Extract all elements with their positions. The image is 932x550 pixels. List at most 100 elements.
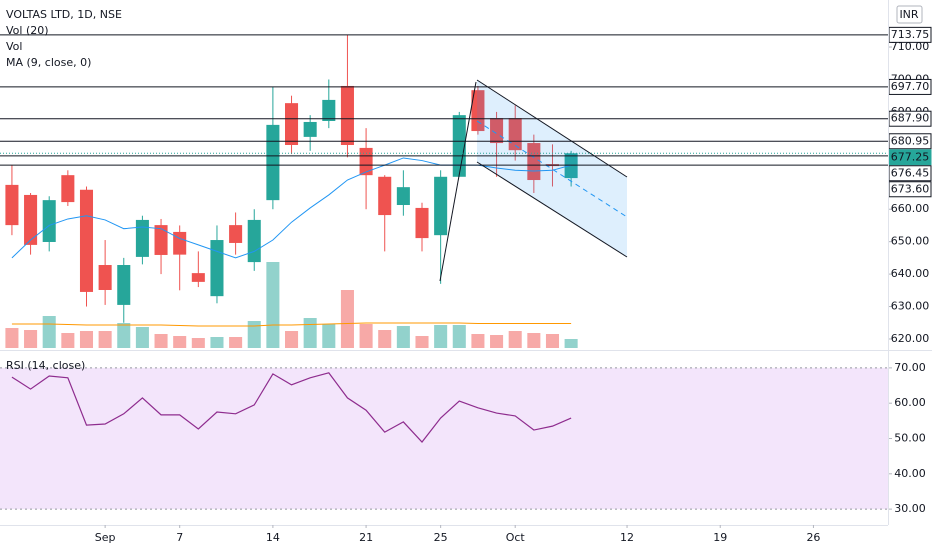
candle-body — [229, 225, 243, 243]
candle-body — [191, 273, 205, 282]
y-tick-label: 50.00 — [894, 432, 926, 445]
legend-entry: MA (9, close, 0) — [6, 56, 91, 69]
volume-bar — [61, 333, 75, 348]
candle-body — [452, 115, 466, 177]
candle-body — [508, 118, 522, 151]
volume-bar — [396, 326, 410, 348]
candle-body — [490, 118, 504, 144]
legend-entry: Vol — [6, 40, 22, 53]
trend-line — [439, 81, 477, 282]
y-tick-label: 60.00 — [894, 396, 926, 409]
volume-bar — [545, 334, 560, 348]
volume-bar — [117, 323, 131, 348]
volume-ma — [11, 322, 572, 327]
level-label: 697.70 — [891, 80, 930, 93]
candle-body — [359, 147, 373, 176]
volume-bar — [5, 328, 19, 348]
y-tick-label: 40.00 — [894, 467, 926, 480]
level-label: 673.60 — [891, 182, 930, 195]
y-tick-label: 620.00 — [891, 332, 930, 345]
candle-body — [42, 200, 56, 242]
y-tick-label: 650.00 — [891, 235, 930, 248]
study-label: Vol (20) — [6, 24, 49, 37]
candle-body — [396, 187, 410, 206]
volume-bar — [210, 337, 224, 348]
volume-bar — [471, 334, 485, 348]
y-tick-label: 660.00 — [891, 202, 930, 215]
y-tick-label: 640.00 — [891, 267, 930, 280]
channel-bottom — [476, 161, 628, 258]
title: VOLTAS LTD, 1D, NSE — [6, 8, 122, 21]
x-tick-label: 14 — [266, 531, 280, 544]
candle-body — [285, 103, 299, 145]
candle-body — [303, 121, 317, 137]
candle-body — [415, 207, 429, 239]
volume-bar — [285, 331, 299, 348]
rsi-pane: 30.00 40.00 50.00 60.00 70.00 — [0, 361, 926, 515]
channel-fill — [477, 80, 627, 257]
levels: 713.75 697.70 687.90 680.95 677.25 676.45 673.… — [0, 26, 932, 198]
candle-body — [210, 240, 224, 297]
candle-body — [471, 90, 485, 132]
volume-bar — [415, 336, 429, 348]
channel-mid — [476, 120, 628, 218]
x-tick-label: 25 — [434, 531, 448, 544]
volume-bar — [42, 316, 56, 348]
x-tick-label: 26 — [806, 531, 820, 544]
last-price-label: 677.25 — [891, 150, 930, 163]
x-tick-label: 21 — [359, 531, 373, 544]
candle-body — [117, 265, 131, 305]
volume-bar — [434, 325, 448, 348]
candle-body — [564, 153, 578, 179]
candle-body — [340, 85, 354, 145]
y-tick-label: 630.00 — [891, 300, 930, 313]
volume-bar — [378, 330, 392, 348]
level-label: 676.45 — [891, 166, 930, 179]
x-tick-label: Sep — [95, 531, 116, 544]
level-label: 680.95 — [891, 134, 930, 147]
y-tick-label: 710.00 — [891, 40, 930, 53]
volume-bar — [173, 336, 187, 348]
volume-bar — [79, 331, 94, 348]
candle-body — [247, 219, 261, 263]
time-axis: Sep 7 14 21 25 Oct 12 19 26 — [95, 525, 820, 544]
volume-bar — [229, 337, 243, 348]
volume-bar — [527, 333, 541, 348]
y-tick-label: 30.00 — [894, 502, 926, 515]
volume-bar — [340, 290, 354, 348]
candle-body — [322, 99, 336, 121]
x-tick-label: 12 — [620, 531, 634, 544]
candle-body — [5, 184, 19, 226]
volume-bar — [135, 327, 149, 348]
candle-body — [61, 175, 75, 203]
candle-body — [98, 265, 112, 290]
rsi-title: RSI (14, close) — [6, 359, 85, 372]
volume-bar — [98, 331, 112, 348]
volume-bar — [24, 330, 38, 348]
candle-body — [434, 176, 448, 236]
candle-body — [378, 176, 392, 216]
volume-bar — [490, 335, 504, 348]
x-tick-label: 19 — [713, 531, 727, 544]
volume-bar — [359, 324, 373, 348]
volume-bar — [154, 334, 168, 348]
volume-bar — [564, 339, 578, 348]
candle-body — [173, 231, 187, 255]
rsi-band — [0, 367, 888, 510]
rsi-line — [11, 372, 572, 443]
volume-bar — [452, 325, 466, 348]
volume-bar — [191, 338, 205, 348]
candle-body — [266, 124, 280, 201]
candle-body — [79, 189, 94, 292]
currency-box — [896, 5, 923, 24]
x-tick-label: 7 — [176, 531, 183, 544]
volume-bar — [303, 318, 317, 348]
volume-bar — [247, 321, 261, 348]
channel-top — [476, 79, 628, 178]
currency: INR — [899, 8, 918, 21]
level-label: 713.75 — [891, 28, 930, 41]
candle-body — [24, 194, 38, 245]
volume-bar — [322, 324, 336, 348]
volume-bar — [508, 331, 522, 348]
